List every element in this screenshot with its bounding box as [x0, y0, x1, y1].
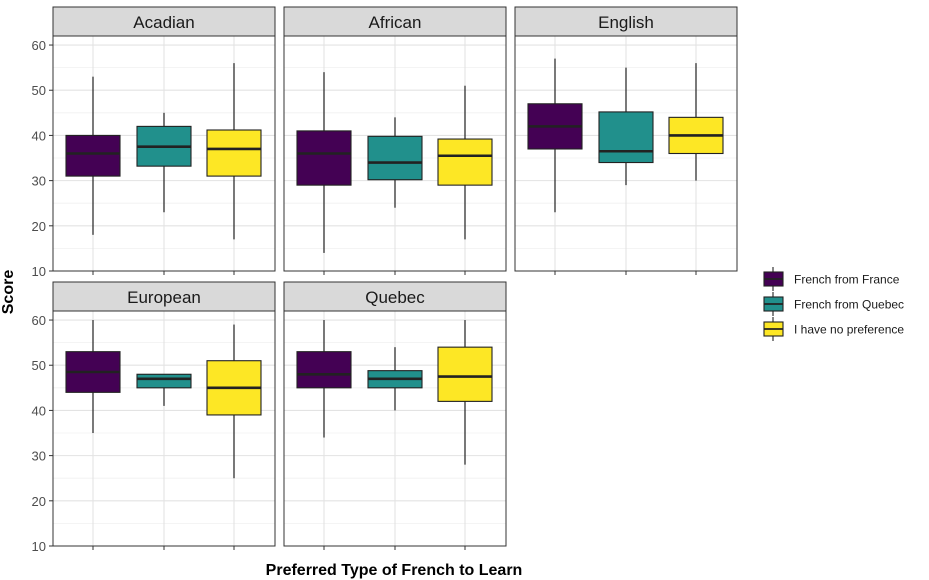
facet-panel-english: English — [514, 6, 738, 275]
y-tick-label: 50 — [32, 358, 46, 373]
box-i-have-no-preference — [206, 324, 262, 479]
legend-item: I have no preference — [763, 317, 904, 341]
box-iqr — [136, 373, 192, 389]
facet-panel-acadian: Acadian 10 20 30 40 50 60 — [32, 6, 276, 279]
box-iqr — [65, 134, 121, 177]
box-iqr — [437, 346, 493, 402]
y-axis-title: Score — [0, 270, 17, 315]
box-iqr — [296, 351, 352, 389]
legend-label: French from France — [794, 273, 900, 287]
facet-strip — [283, 6, 507, 37]
box-iqr — [437, 138, 493, 186]
legend-label: I have no preference — [794, 323, 904, 337]
y-tick-label: 40 — [32, 403, 46, 418]
facet-strip — [514, 6, 738, 37]
legend-item: French from Quebec — [763, 292, 904, 316]
y-tick-label: 20 — [32, 219, 46, 234]
facet-title: Quebec — [365, 288, 425, 307]
box-french-from-quebec — [136, 373, 192, 406]
y-tick-label: 10 — [32, 264, 46, 279]
x-axis-title: Preferred Type of French to Learn — [266, 562, 523, 579]
box-french-from-quebec — [598, 67, 654, 186]
box-french-from-france — [296, 72, 352, 253]
y-tick-label: 10 — [32, 539, 46, 554]
facet-panel-quebec: Quebec — [283, 281, 507, 550]
y-tick-label: 20 — [32, 494, 46, 509]
y-tick-label: 30 — [32, 449, 46, 464]
legend-label: French from Quebec — [794, 298, 904, 312]
box-iqr — [598, 111, 654, 164]
legend-item: French from France — [763, 267, 900, 291]
y-tick-label: 60 — [32, 38, 46, 53]
y-tick-label: 60 — [32, 313, 46, 328]
box-french-from-quebec — [136, 112, 192, 213]
box-french-from-france — [296, 320, 352, 438]
facet-title: English — [598, 13, 654, 32]
facet-panel-african: African — [283, 6, 507, 275]
facet-strip — [52, 6, 276, 37]
box-i-have-no-preference — [437, 85, 493, 240]
y-tick-label: 30 — [32, 174, 46, 189]
box-iqr — [367, 135, 423, 181]
box-i-have-no-preference — [668, 63, 724, 181]
facet-strip — [52, 281, 276, 312]
box-iqr — [206, 129, 262, 177]
box-french-from-quebec — [367, 347, 423, 411]
facet-title: African — [369, 13, 422, 32]
box-french-from-france — [527, 58, 583, 213]
box-iqr — [296, 130, 352, 186]
facet-title: Acadian — [133, 13, 194, 32]
box-french-from-quebec — [367, 117, 423, 208]
facet-panel-european: European 10 20 30 40 50 60 — [32, 281, 276, 554]
box-i-have-no-preference — [437, 320, 493, 465]
legend: French from France French from Quebec I ha… — [763, 267, 904, 341]
box-i-have-no-preference — [206, 63, 262, 240]
y-tick-label: 50 — [32, 83, 46, 98]
box-french-from-france — [65, 76, 121, 235]
facet-title: European — [127, 288, 201, 307]
y-tick-label: 40 — [32, 128, 46, 143]
box-french-from-france — [65, 320, 121, 434]
